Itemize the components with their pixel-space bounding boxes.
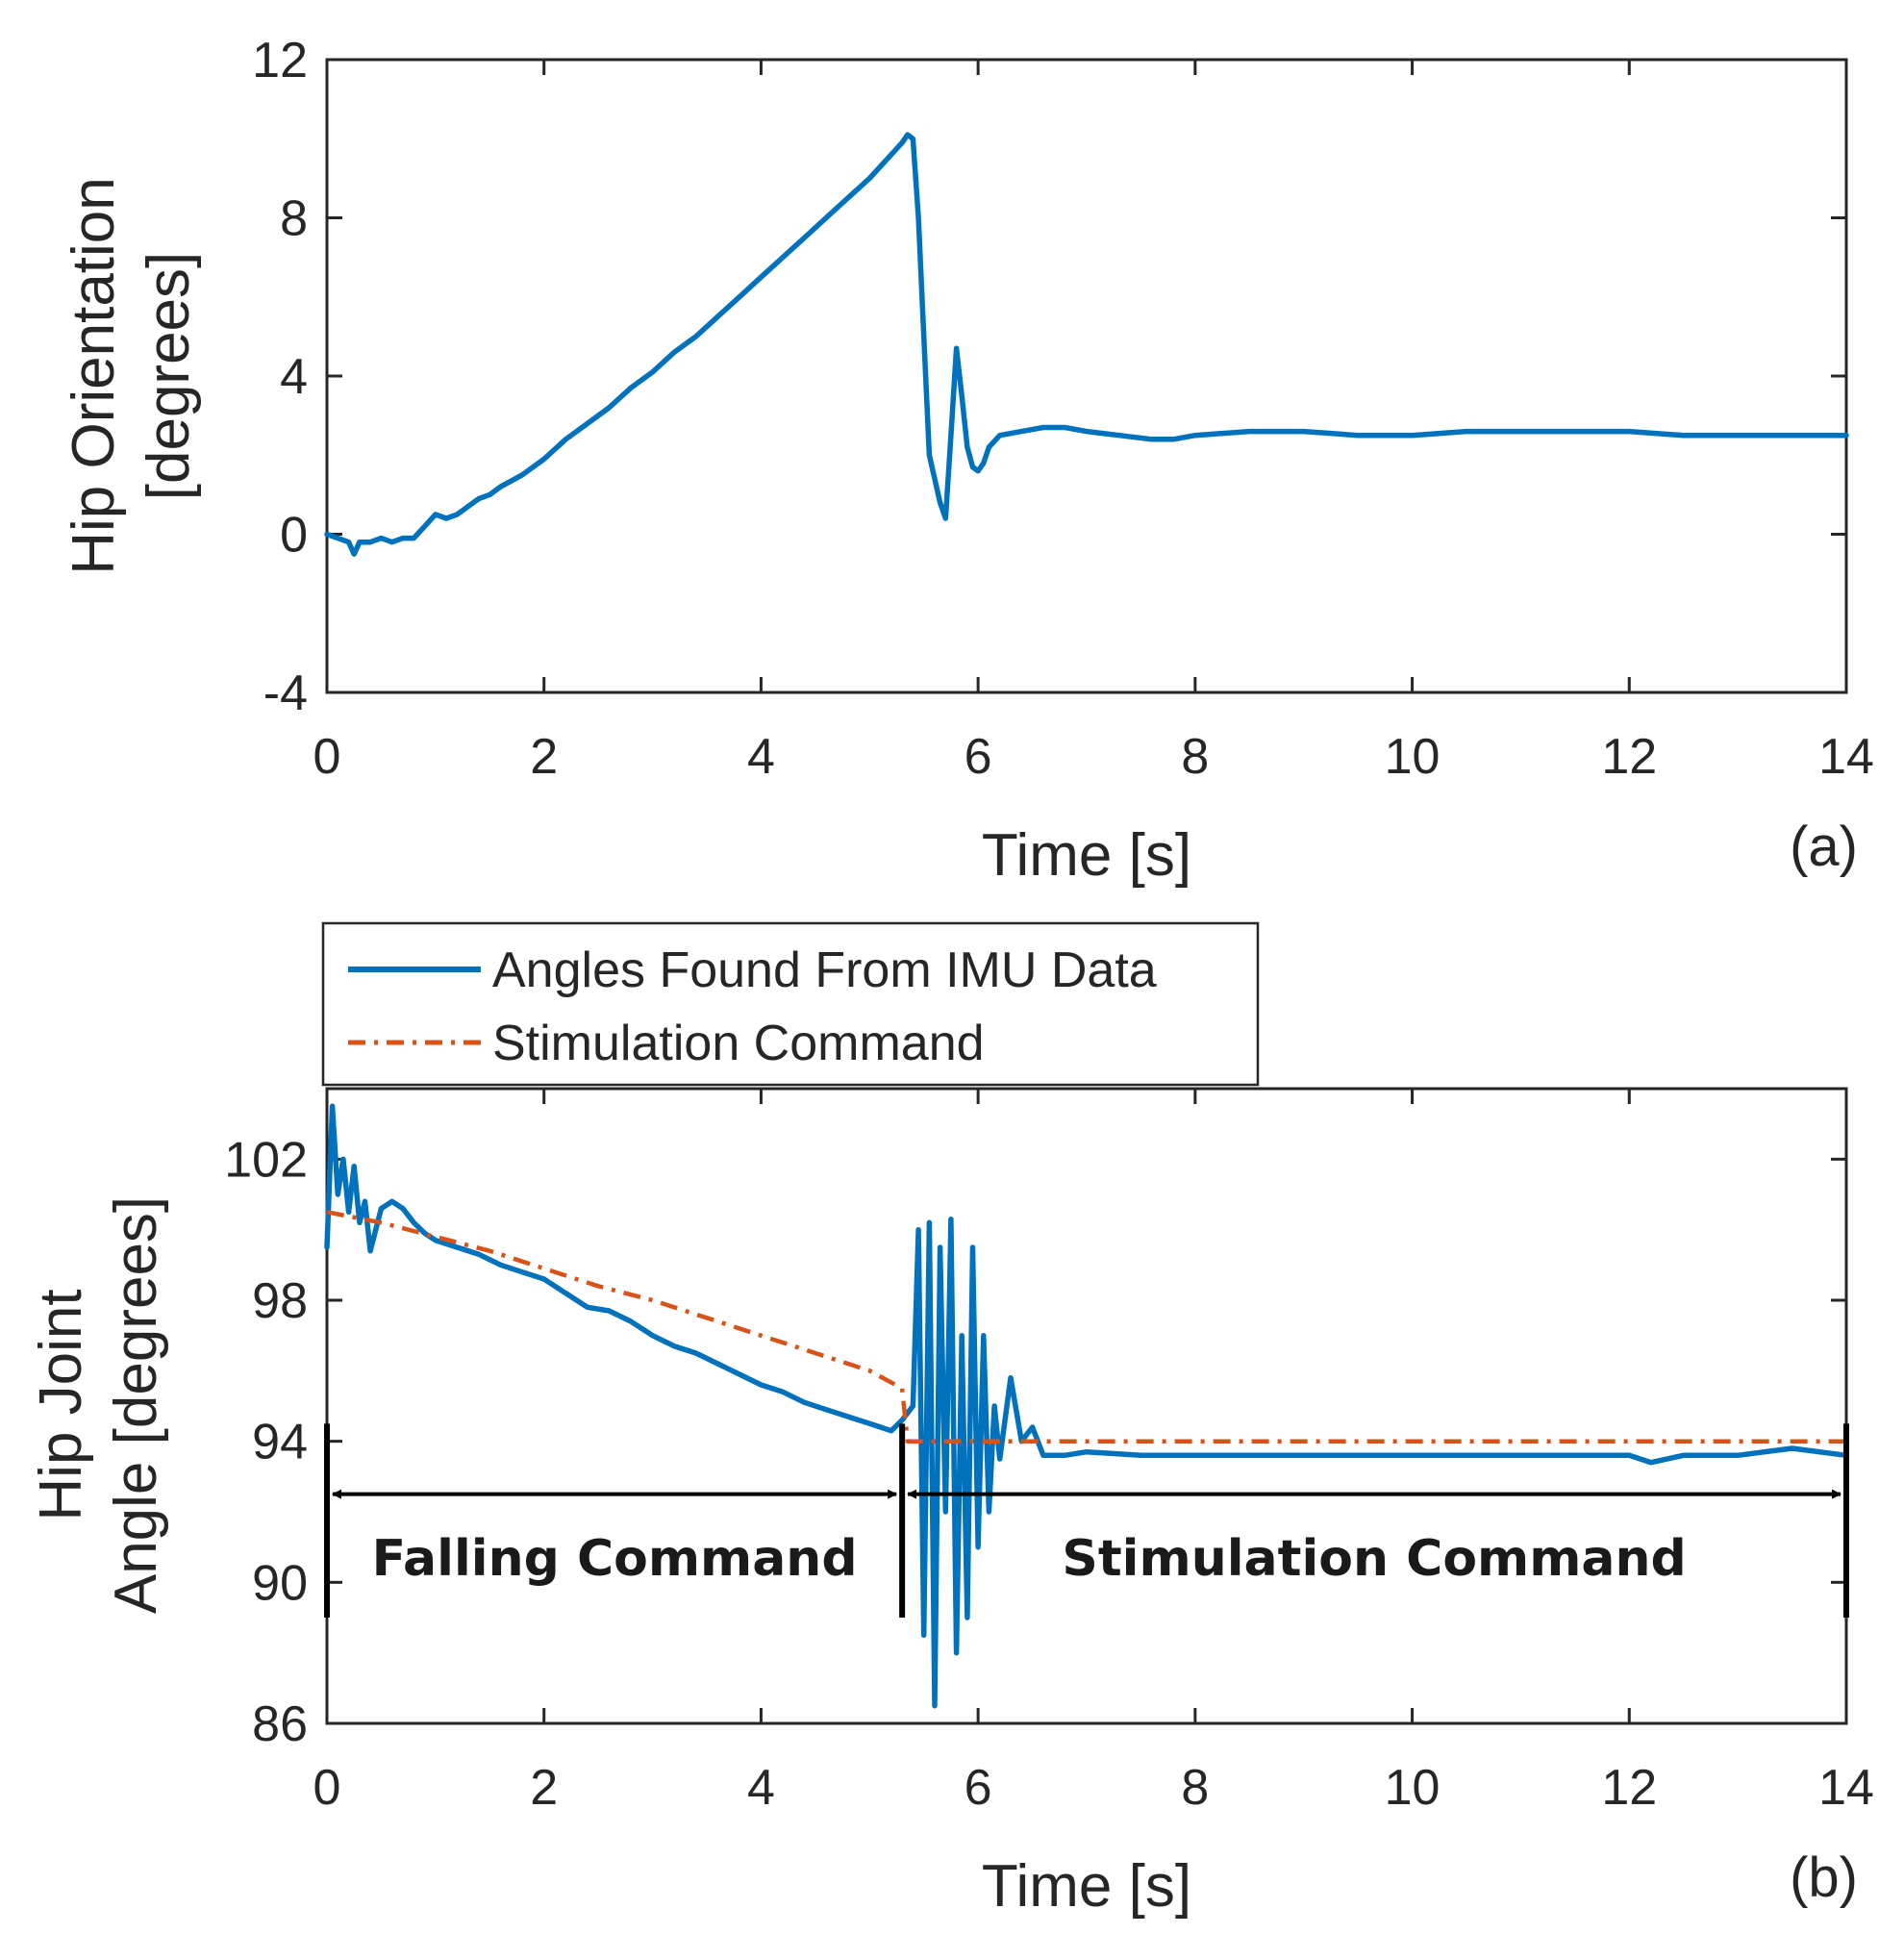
panel-a-ylabel-line1: Hip Orientation xyxy=(61,177,127,575)
panel-a-ylabel-line2: [degrees] xyxy=(136,252,202,501)
panel-b-xtick-label: 4 xyxy=(747,1760,775,1816)
panel-b-xtick-label: 2 xyxy=(530,1760,558,1816)
panel-b-chart: 0 2 4 6 8 10 12 14 86 90 94 98 102 Falling Command St… xyxy=(28,921,1874,1920)
panel-a-xtick-label: 8 xyxy=(1181,729,1209,785)
panel-b-lines xyxy=(324,1103,1849,1709)
panel-a-series-hip-orientation xyxy=(324,132,1849,557)
panel-a-y-axis-label: Hip Orientation [degrees] xyxy=(61,177,202,575)
panel-b-series-stimulation-command xyxy=(326,1210,1846,1444)
panel-b-xtick-label: 10 xyxy=(1385,1760,1441,1816)
panel-a-xtick-label: 14 xyxy=(1818,729,1874,785)
panel-a-tag: (a) xyxy=(1790,816,1858,878)
panel-a-lines xyxy=(324,132,1849,557)
panel-b-plot-area xyxy=(325,1087,1848,1725)
stimulation-command-label: Stimulation Command xyxy=(1062,1530,1686,1588)
panel-a-xlabel: Time [s] xyxy=(982,822,1191,889)
panel-a-xtick-label: 12 xyxy=(1601,729,1657,785)
panel-a-xtick-label: 4 xyxy=(747,729,775,785)
panel-b-xtick-label: 0 xyxy=(313,1760,341,1816)
panel-a-xtick-label: 6 xyxy=(965,729,992,785)
panel-b-ytick-label: 90 xyxy=(252,1555,308,1611)
legend-label-stim: Stimulation Command xyxy=(492,1016,985,1071)
panel-b-ytick-label: 94 xyxy=(252,1415,308,1470)
panel-b-ytick-label: 98 xyxy=(252,1273,308,1329)
panel-b-y-axis-label: Hip Joint Angle [degrees] xyxy=(28,1196,169,1614)
panel-b-ylabel-line1: Hip Joint xyxy=(28,1289,94,1520)
legend-label-imu: Angles Found From IMU Data xyxy=(492,942,1157,998)
panel-b-xtick-label: 14 xyxy=(1818,1760,1874,1816)
panel-a-xtick-label: 10 xyxy=(1385,729,1441,785)
panel-a-ytick-label: 8 xyxy=(280,191,308,247)
legend: Angles Found From IMU Data Stimulation C… xyxy=(321,921,1260,1087)
panel-a-ytick-label: -4 xyxy=(263,666,308,721)
panel-b-ytick-label: 86 xyxy=(252,1696,308,1752)
panel-b-xtick-label: 6 xyxy=(965,1760,992,1816)
panel-a-xtick-label: 2 xyxy=(530,729,558,785)
panel-b-series-angles-found-from-imu-data xyxy=(324,1103,1849,1709)
legend-box xyxy=(321,921,1260,1087)
panel-b-xtick-label: 8 xyxy=(1181,1760,1209,1816)
panel-b-ytick-label: 102 xyxy=(224,1132,308,1188)
panel-b-ylabel-line2: Angle [degrees] xyxy=(103,1196,169,1614)
falling-command-label: Falling Command xyxy=(372,1530,858,1588)
panel-b-xtick-label: 12 xyxy=(1601,1760,1657,1816)
panel-b-ticks: 0 2 4 6 8 10 12 14 86 90 94 98 102 xyxy=(224,1089,1874,1816)
panel-b-xlabel: Time [s] xyxy=(982,1853,1191,1920)
panel-a-plot-area xyxy=(325,58,1848,694)
panel-a-ytick-label: 4 xyxy=(280,349,308,405)
panel-a-xtick-label: 0 xyxy=(313,729,341,785)
panel-b-annotations: Falling Command Stimulation Command xyxy=(324,1423,1849,1618)
panel-b-tag: (b) xyxy=(1790,1846,1858,1909)
panel-a-ytick-label: 12 xyxy=(252,33,308,88)
panel-a-ytick-label: 0 xyxy=(280,508,308,564)
